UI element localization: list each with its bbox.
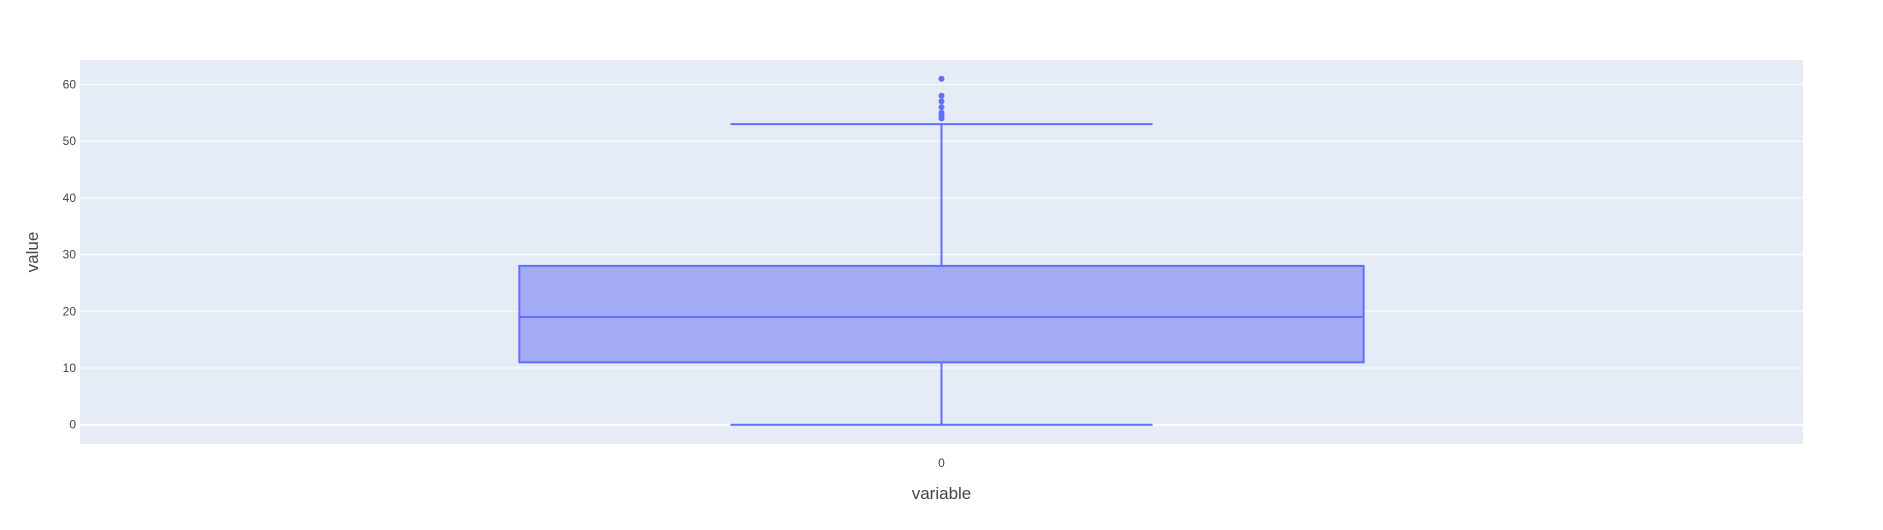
y-tick-label: 30 xyxy=(63,248,77,262)
y-tick-label: 60 xyxy=(63,77,77,91)
y-tick-label: 0 xyxy=(69,418,76,432)
outlier-point xyxy=(938,75,945,82)
box-trace xyxy=(518,75,1365,426)
outlier-point xyxy=(938,98,945,105)
y-tick-label: 50 xyxy=(63,134,77,148)
y-axis-title: value xyxy=(23,232,42,273)
outlier-point xyxy=(938,109,945,116)
y-tick-label: 10 xyxy=(63,361,77,375)
y-tick-labels: 0 10 20 30 40 50 60 xyxy=(63,77,77,431)
y-tick-label: 40 xyxy=(63,191,77,205)
x-axis-title: variable xyxy=(912,484,972,503)
x-tick-labels: 0 xyxy=(938,456,945,470)
y-tick-label: 20 xyxy=(63,304,77,318)
box-iqr xyxy=(518,264,1365,364)
outlier-point xyxy=(938,92,945,99)
x-tick-label: 0 xyxy=(938,456,945,470)
outlier-point xyxy=(938,104,945,111)
